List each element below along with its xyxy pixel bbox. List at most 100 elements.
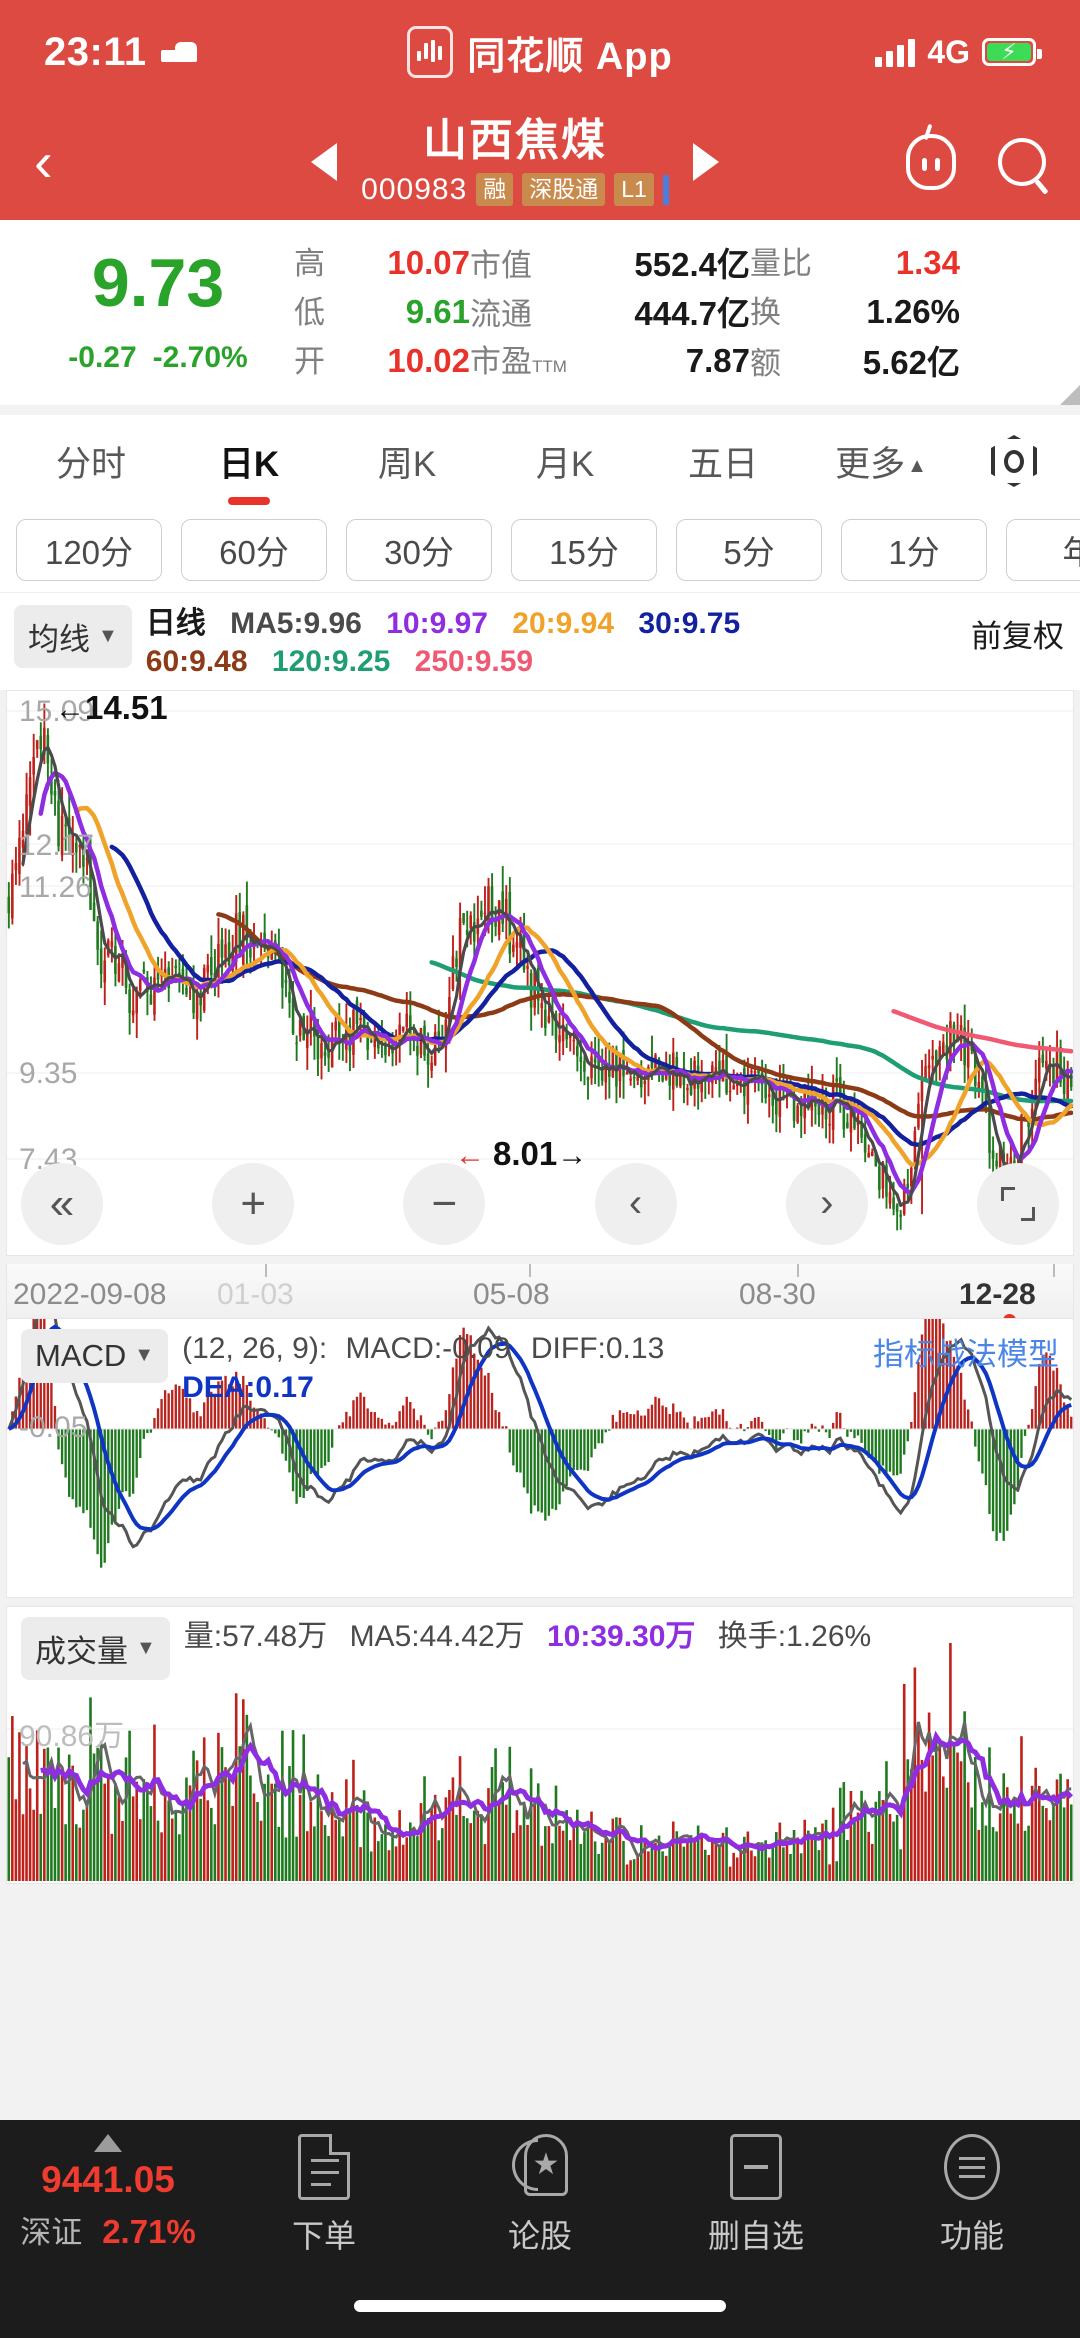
ma-selector[interactable]: 均线 ▼ (14, 605, 132, 668)
next-stock-button[interactable] (692, 143, 719, 181)
index-widget[interactable]: 9441.05 深证 2.71% (0, 2134, 216, 2252)
tag-margin: 融 (476, 173, 514, 206)
kline-chart-panel[interactable]: 15.09 12.17 11.26 9.35 7.43 ←14.51 ← 8.01… (6, 689, 1074, 1256)
indicator-model-link[interactable]: 指标战法模型 (873, 1336, 1059, 1372)
vol-ma5-value: MA5:44.42万 (349, 1619, 525, 1653)
nav-label: 功能 (939, 2218, 1004, 2254)
macd-value: MACD:-0.09 (345, 1331, 511, 1365)
tab-label: 更多 (835, 444, 906, 484)
ma-row-1: 日线 MA5:9.96 10:9.97 20:9.94 30:9.75 (146, 605, 1066, 643)
level-bar-icon (662, 174, 669, 205)
dea-value: DEA:0.17 (182, 1370, 314, 1404)
quote-label: 低 (294, 295, 325, 330)
adjust-mode-label[interactable]: 前复权 (971, 619, 1064, 654)
status-right: 4G ⚡ (736, 33, 1042, 71)
chevron-down-icon: ▼ (98, 625, 118, 647)
quote-value: 444.7亿 (634, 295, 750, 332)
status-bar: 23:11 同花顺 App 4G ⚡ (0, 0, 1080, 104)
document-order-icon (293, 2134, 355, 2202)
ma5-value: MA5:9.96 (230, 607, 362, 640)
pan-right-button[interactable]: › (785, 1162, 868, 1245)
tab-fenshi[interactable]: 分时 (12, 436, 170, 487)
nav-actions (906, 123, 1046, 190)
stock-switcher: 山西焦煤 000983 融 深股通 L1 (124, 117, 906, 206)
stock-title-group: 山西焦煤 000983 融 深股通 L1 (361, 117, 669, 206)
tab-more[interactable]: 更多 ▲ (802, 436, 960, 487)
menu-circle-icon (941, 2134, 1003, 2202)
tab-monthly-k[interactable]: 月K (486, 436, 644, 487)
period-high-tag: ←14.51 (55, 689, 168, 727)
date-label-4: 12-28 (959, 1277, 1036, 1311)
nav-item-discuss[interactable]: ★ 论股 (432, 2134, 648, 2257)
chip-year[interactable]: 年 (1006, 518, 1080, 581)
chip-30min[interactable]: 30分 (346, 518, 492, 581)
ma30-value: 30:9.75 (638, 607, 741, 640)
chip-1min[interactable]: 1分 (841, 518, 987, 581)
back-button[interactable]: ‹ (34, 130, 53, 193)
quote-field-amount: 额 5.62亿 (750, 336, 960, 385)
ma-values: 日线 MA5:9.96 10:9.97 20:9.94 30:9.75 60:9… (146, 605, 1066, 682)
caret-up-icon: ▲ (907, 454, 927, 477)
zoom-out-button[interactable]: − (403, 1162, 486, 1245)
arrow-right-icon: → (557, 1138, 588, 1172)
ma-row-2: 60:9.48 120:9.25 250:9.59 (146, 643, 1066, 681)
quote-panel: 9.73 -0.27 -2.70% 高 10.07 低 9.61 (0, 220, 1080, 405)
quote-value: 7.87 (685, 342, 750, 379)
ma20-value: 20:9.94 (512, 607, 615, 640)
zoom-in-button[interactable]: + (212, 1162, 295, 1245)
ma10-value: 10:9.97 (386, 607, 488, 640)
tab-daily-k[interactable]: 日K (170, 436, 328, 505)
star-badge-icon: ★ (509, 2134, 571, 2202)
chip-5min[interactable]: 5分 (676, 518, 822, 581)
nav-item-remove-watchlist[interactable]: 删自选 (648, 2134, 864, 2257)
ma-period-title: 日线 (145, 607, 206, 640)
volume-selector[interactable]: 成交量 ▼ (21, 1616, 170, 1680)
prev-stock-button[interactable] (311, 143, 338, 181)
nav-label: 论股 (507, 2218, 572, 2254)
quote-label: 市盈 (470, 344, 532, 379)
status-left: 23:11 (44, 30, 344, 75)
macd-selector[interactable]: MACD ▼ (21, 1328, 169, 1383)
nav-item-order[interactable]: 下单 (216, 2134, 432, 2257)
quote-value: 5.62亿 (862, 344, 960, 381)
y-label-1: 12.17 (19, 828, 95, 862)
bed-icon (160, 40, 197, 64)
macd-panel[interactable]: MACD ▼ (12, 26, 9): MACD:-0.09 DIFF:0.13… (6, 1317, 1074, 1598)
quote-label: 额 (750, 346, 781, 381)
crosshair-button[interactable] (976, 1162, 1059, 1245)
robot-icon[interactable] (906, 123, 956, 190)
chip-15min[interactable]: 15分 (511, 518, 657, 581)
tab-weekly-k[interactable]: 周K (328, 436, 486, 487)
tag-level: L1 (614, 173, 654, 206)
chip-60min[interactable]: 60分 (181, 518, 327, 581)
chevron-down-icon: ▼ (136, 1636, 156, 1659)
chart-settings-hex-icon[interactable] (960, 435, 1068, 487)
volume-panel[interactable]: 成交量 ▼ 量:57.48万 MA5:44.42万 10:39.30万 换手:1… (6, 1605, 1074, 1884)
search-icon[interactable] (998, 138, 1046, 186)
jump-start-button[interactable]: « (21, 1162, 103, 1245)
macd-header: MACD ▼ (12, 26, 9): MACD:-0.09 DIFF:0.13… (7, 1319, 1073, 1417)
quote-label: 量比 (750, 246, 812, 281)
period-low-value: 8.01 (493, 1134, 558, 1172)
ma250-value: 250:9.59 (414, 645, 534, 679)
pan-left-button[interactable]: ‹ (594, 1162, 677, 1245)
stock-code: 000983 (361, 172, 468, 206)
quote-label: 市值 (470, 248, 532, 283)
minute-period-chips: 120分 60分 30分 15分 5分 1分 年 (0, 507, 1080, 593)
tab-label: 周K (377, 444, 437, 484)
date-label-2: 05-08 (473, 1277, 550, 1311)
tag-connect: 深股通 (522, 173, 606, 206)
ma-legend-bar: 均线 ▼ 日线 MA5:9.96 10:9.97 20:9.94 30:9.75… (0, 593, 1080, 690)
chip-120min[interactable]: 120分 (16, 518, 162, 581)
home-indicator (354, 2300, 726, 2312)
turnover-value: 换手:1.26% (717, 1619, 872, 1653)
network-type: 4G (927, 33, 970, 70)
macd-zero-label: -0.05 (19, 1410, 88, 1444)
expand-corner-icon[interactable] (1060, 385, 1080, 405)
index-name: 深证 (20, 2215, 83, 2250)
volume-header: 成交量 ▼ 量:57.48万 MA5:44.42万 10:39.30万 换手:1… (7, 1607, 1073, 1690)
nav-item-functions[interactable]: 功能 (864, 2134, 1080, 2257)
ma60-value: 60:9.48 (145, 645, 248, 679)
quote-label: 高 (294, 246, 325, 281)
tab-five-day[interactable]: 五日 (644, 436, 802, 487)
